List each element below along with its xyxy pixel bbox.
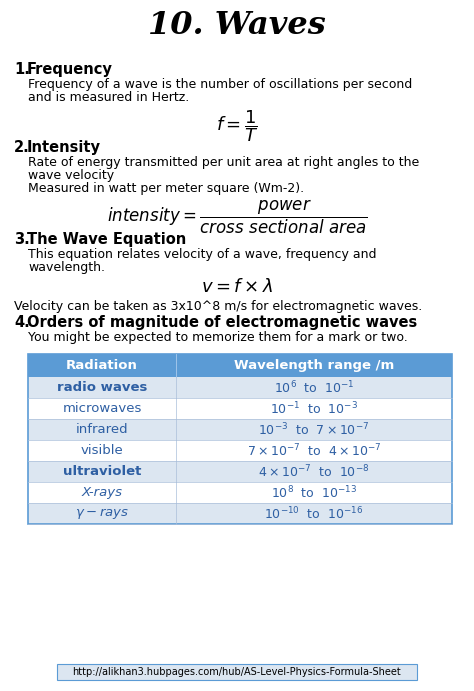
- Text: 2.: 2.: [14, 140, 30, 155]
- Text: Frequency: Frequency: [27, 62, 113, 77]
- Text: infrared: infrared: [76, 423, 128, 436]
- Text: $10^{-10}$  to  $10^{-16}$: $10^{-10}$ to $10^{-16}$: [264, 505, 364, 522]
- Text: $10^{6}$  to  $10^{-1}$: $10^{6}$ to $10^{-1}$: [274, 379, 354, 396]
- Text: Velocity can be taken as 3x10^8 m/s for electromagnetic waves.: Velocity can be taken as 3x10^8 m/s for …: [14, 300, 422, 313]
- Text: Frequency of a wave is the number of oscillations per second: Frequency of a wave is the number of osc…: [28, 78, 412, 91]
- Text: This equation relates velocity of a wave, frequency and: This equation relates velocity of a wave…: [28, 248, 376, 261]
- Text: $4 \times 10^{-7}$  to  $10^{-8}$: $4 \times 10^{-7}$ to $10^{-8}$: [258, 463, 370, 480]
- Text: $\gamma - rays$: $\gamma - rays$: [75, 506, 129, 521]
- Text: http://alikhan3.hubpages.com/hub/AS-Level-Physics-Formula-Sheet: http://alikhan3.hubpages.com/hub/AS-Leve…: [73, 667, 401, 677]
- FancyBboxPatch shape: [28, 503, 452, 524]
- Text: $7 \times 10^{-7}$  to  $4 \times 10^{-7}$: $7 \times 10^{-7}$ to $4 \times 10^{-7}$: [247, 442, 381, 459]
- Text: 4.: 4.: [14, 315, 30, 330]
- Text: X-rays: X-rays: [82, 486, 122, 499]
- Text: Orders of magnitude of electromagnetic waves: Orders of magnitude of electromagnetic w…: [27, 315, 417, 330]
- FancyBboxPatch shape: [28, 419, 452, 440]
- Text: 3.: 3.: [14, 232, 30, 247]
- Text: Measured in watt per meter square (Wm-2).: Measured in watt per meter square (Wm-2)…: [28, 182, 304, 195]
- Text: Intensity: Intensity: [27, 140, 101, 155]
- Text: 10. Waves: 10. Waves: [148, 10, 326, 41]
- Text: $10^{-3}$  to  $7 \times 10^{-7}$: $10^{-3}$ to $7 \times 10^{-7}$: [258, 422, 370, 438]
- Text: visible: visible: [81, 444, 123, 457]
- FancyBboxPatch shape: [57, 664, 417, 680]
- Text: radio waves: radio waves: [57, 381, 147, 394]
- Text: Rate of energy transmitted per unit area at right angles to the: Rate of energy transmitted per unit area…: [28, 156, 419, 169]
- FancyBboxPatch shape: [28, 377, 452, 398]
- FancyBboxPatch shape: [28, 398, 452, 419]
- Text: wavelength.: wavelength.: [28, 261, 105, 274]
- Text: $intensity = \dfrac{power}{cross\ sectional\ area}$: $intensity = \dfrac{power}{cross\ sectio…: [107, 198, 367, 236]
- FancyBboxPatch shape: [28, 440, 452, 461]
- Text: $f = \dfrac{1}{T}$: $f = \dfrac{1}{T}$: [216, 108, 258, 144]
- Text: $v = f \times \lambda$: $v = f \times \lambda$: [201, 278, 273, 296]
- Text: The Wave Equation: The Wave Equation: [27, 232, 186, 247]
- Text: microwaves: microwaves: [62, 402, 142, 415]
- Text: and is measured in Hertz.: and is measured in Hertz.: [28, 91, 189, 104]
- Text: You might be expected to memorize them for a mark or two.: You might be expected to memorize them f…: [28, 331, 408, 344]
- FancyBboxPatch shape: [28, 461, 452, 482]
- Text: Radiation: Radiation: [66, 359, 138, 372]
- Text: Wavelength range /m: Wavelength range /m: [234, 359, 394, 372]
- Text: $10^{-1}$  to  $10^{-3}$: $10^{-1}$ to $10^{-3}$: [270, 400, 358, 417]
- Text: wave velocity: wave velocity: [28, 169, 114, 182]
- Text: 1.: 1.: [14, 62, 30, 77]
- FancyBboxPatch shape: [28, 482, 452, 503]
- Text: ultraviolet: ultraviolet: [63, 465, 141, 478]
- Text: $10^{8}$  to  $10^{-13}$: $10^{8}$ to $10^{-13}$: [271, 484, 357, 501]
- FancyBboxPatch shape: [28, 354, 452, 377]
